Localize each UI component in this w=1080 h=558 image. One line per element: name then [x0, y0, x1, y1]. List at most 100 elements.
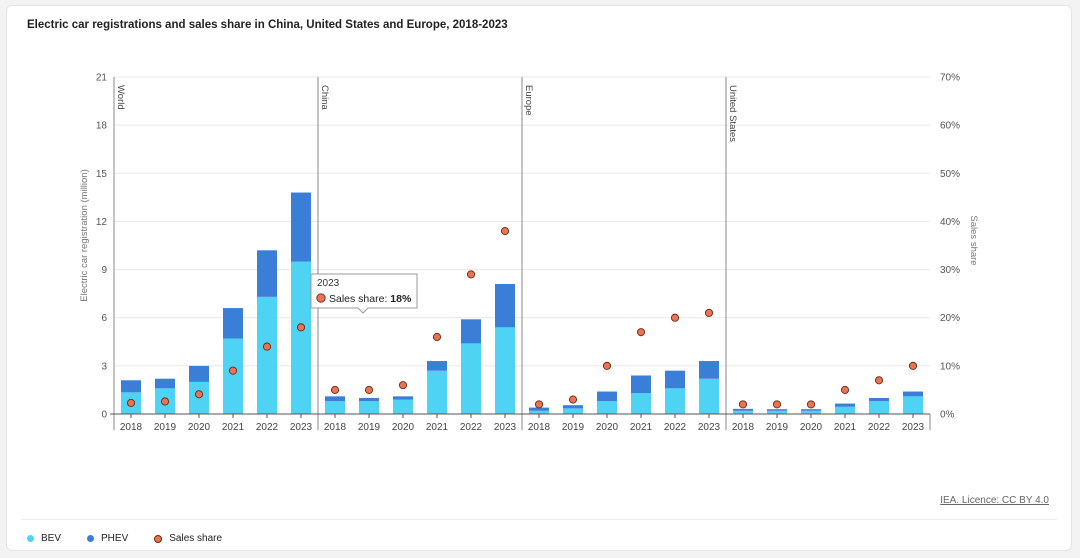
- chart-card: Electric car registrations and sales sha…: [6, 5, 1072, 551]
- sales-share-point: [466, 270, 476, 279]
- bar-phev: [529, 407, 549, 411]
- x-tick-label: 2018: [324, 422, 347, 433]
- x-tick-label: 2020: [392, 422, 415, 433]
- bar-phev: [631, 375, 651, 394]
- legend-label-phev: PHEV: [101, 533, 129, 544]
- x-tick-label: 2020: [800, 422, 823, 433]
- legend-item-sales-share[interactable]: Sales share: [154, 533, 222, 544]
- y2-tick-label: 10%: [940, 361, 960, 372]
- x-tick-label: 2023: [494, 422, 517, 433]
- y-tick-label: 12: [96, 217, 108, 228]
- bar-phev: [767, 409, 787, 411]
- x-tick-label: 2022: [460, 422, 483, 433]
- y2-tick-label: 30%: [940, 265, 960, 276]
- bar-bev: [563, 408, 583, 414]
- y-tick-label: 21: [96, 73, 108, 84]
- bar-phev: [495, 284, 515, 328]
- sales-share-point: [228, 366, 238, 375]
- licence-link[interactable]: IEA. Licence: CC BY 4.0: [940, 495, 1049, 506]
- bar-bev: [257, 296, 277, 414]
- sales-share-point: [874, 376, 884, 385]
- sales-share-point: [704, 308, 714, 317]
- x-tick-label: 2023: [698, 422, 721, 433]
- bar-bev: [495, 327, 515, 414]
- x-tick-label: 2019: [358, 422, 381, 433]
- bar-bev: [801, 410, 821, 414]
- bar-bev: [393, 399, 413, 414]
- bar-phev: [835, 403, 855, 407]
- sales-share-point: [738, 400, 748, 409]
- y-tick-label: 15: [96, 169, 108, 180]
- phev-swatch-icon: [87, 535, 95, 542]
- y2-tick-label: 20%: [940, 313, 960, 324]
- legend-item-bev[interactable]: BEV: [27, 533, 61, 544]
- sales-share-point: [500, 227, 510, 236]
- bar-bev: [767, 410, 787, 414]
- x-tick-label: 2018: [528, 422, 551, 433]
- x-tick-label: 2021: [834, 422, 857, 433]
- bar-phev: [155, 378, 175, 389]
- x-tick-label: 2021: [222, 422, 245, 433]
- sales-share-point: [296, 323, 306, 332]
- panel-label: China: [319, 85, 330, 111]
- bar-phev: [733, 408, 753, 411]
- y2-tick-label: 40%: [940, 217, 960, 228]
- bar-phev: [291, 192, 311, 262]
- bar-phev: [121, 380, 141, 393]
- x-tick-label: 2022: [664, 422, 687, 433]
- bar-bev: [903, 396, 923, 414]
- bar-bev: [325, 401, 345, 414]
- x-tick-label: 2022: [256, 422, 279, 433]
- sales-share-point: [840, 385, 850, 394]
- bar-phev: [461, 319, 481, 344]
- x-tick-label: 2021: [426, 422, 449, 433]
- y-axis-title: Electric car registration (million): [79, 169, 90, 302]
- tooltip: 2023 Sales share: 18%: [310, 273, 418, 314]
- sales-share-point: [432, 332, 442, 342]
- x-tick-label: 2021: [630, 422, 653, 433]
- legend: BEV PHEV Sales share: [27, 533, 222, 544]
- x-tick-label: 2022: [868, 422, 891, 433]
- bar-phev: [563, 405, 583, 409]
- sales-share-point: [194, 390, 204, 399]
- sales-share-point: [126, 398, 136, 407]
- bar-bev: [665, 388, 685, 414]
- bar-bev: [291, 261, 311, 414]
- bar-bev: [835, 406, 855, 414]
- legend-item-phev[interactable]: PHEV: [87, 533, 128, 544]
- bar-bev: [359, 401, 379, 414]
- x-tick-label: 2020: [188, 422, 211, 433]
- x-tick-label: 2023: [902, 422, 925, 433]
- bar-phev: [359, 397, 379, 402]
- legend-divider: [21, 519, 1057, 520]
- x-tick-label: 2020: [596, 422, 619, 433]
- sales-share-point: [602, 361, 612, 370]
- sales-share-point: [636, 328, 646, 337]
- y2-tick-label: 50%: [940, 169, 960, 180]
- bar-bev: [869, 401, 889, 414]
- bar-bev: [529, 410, 549, 414]
- sales-share-point: [670, 313, 680, 322]
- bar-bev: [699, 378, 719, 414]
- sales-share-point: [908, 361, 918, 370]
- y-tick-label: 0: [101, 410, 107, 421]
- panel-label: Europe: [523, 85, 534, 116]
- bar-bev: [427, 370, 447, 414]
- x-tick-label: 2018: [732, 422, 755, 433]
- bar-phev: [665, 370, 685, 389]
- x-tick-label: 2023: [290, 422, 313, 433]
- tooltip-marker: [316, 293, 326, 303]
- legend-label-bev: BEV: [41, 533, 62, 544]
- bar-phev: [597, 391, 617, 402]
- bar-bev: [631, 393, 651, 414]
- y-tick-label: 18: [96, 121, 108, 132]
- bar-bev: [733, 410, 753, 414]
- sales-share-point: [772, 400, 782, 409]
- sales-share-point: [160, 397, 170, 406]
- bar-bev: [223, 338, 243, 414]
- bar-phev: [699, 361, 719, 379]
- sales-share-point: [568, 395, 578, 404]
- bar-phev: [393, 396, 413, 400]
- bar-phev: [325, 396, 345, 402]
- bar-bev: [597, 401, 617, 414]
